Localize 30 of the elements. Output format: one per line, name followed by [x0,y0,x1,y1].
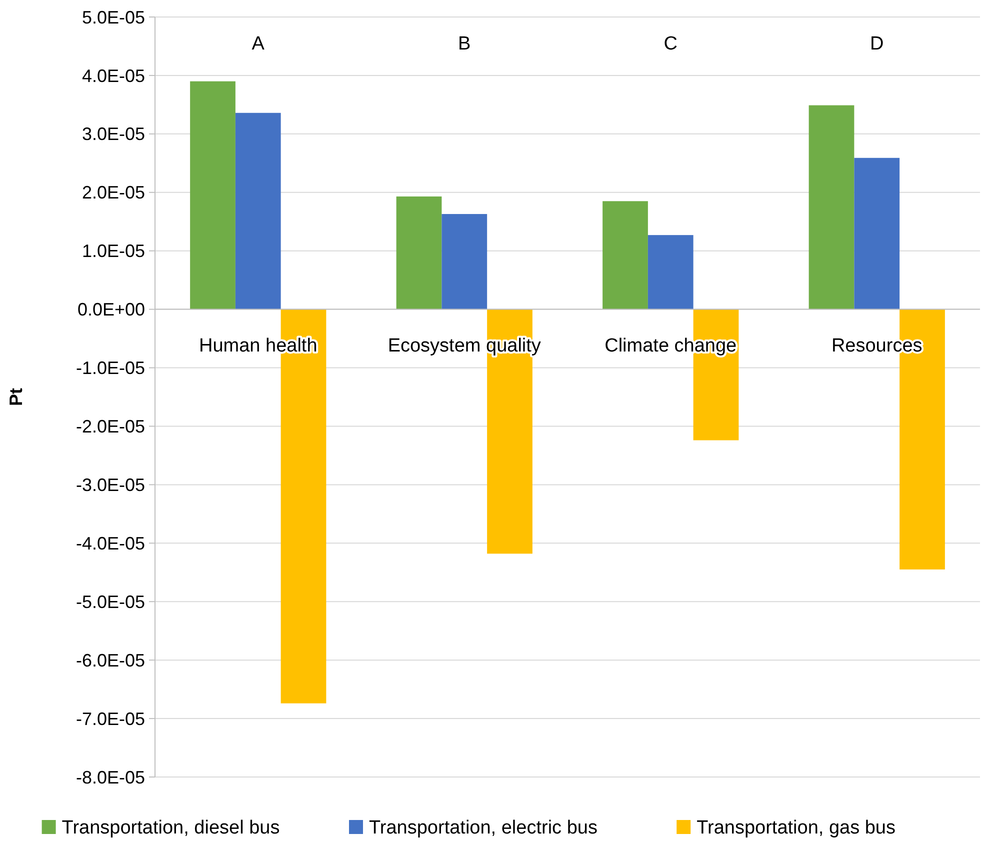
annotation: C [664,34,678,55]
annotation: D [870,34,884,55]
bar [442,214,488,310]
annotation: A [252,34,265,55]
bar [396,196,442,310]
legend-label: Transportation, gas bus [696,818,896,839]
y-tick-label: 0.0E+00 [77,300,145,320]
bar [808,105,854,310]
y-axis-title: Pt [6,388,26,406]
y-tick-label: 3.0E-05 [82,124,145,144]
y-tick-label: -4.0E-05 [76,533,145,554]
y-tick-label: -5.0E-05 [76,592,145,612]
bar [190,81,236,310]
y-tick-label: -8.0E-05 [76,767,145,788]
y-tick-label: -2.0E-05 [76,416,145,437]
y-tick-label: -1.0E-05 [76,358,145,378]
y-tick-label: 2.0E-05 [82,182,145,203]
bar [854,158,900,310]
y-tick-label: -6.0E-05 [76,650,145,670]
legend-label: Transportation, electric bus [369,818,598,839]
y-tick-label: -3.0E-05 [76,474,145,495]
bar [602,201,648,310]
y-tick-label: -7.0E-05 [76,708,145,729]
y-tick-label: 1.0E-05 [82,241,145,262]
y-tick-label: 4.0E-05 [82,66,145,86]
bar [235,112,281,310]
y-tick-label: 5.0E-05 [82,7,145,28]
annotation: B [458,34,471,55]
bar [648,235,694,310]
legend-label: Transportation, diesel bus [62,818,280,839]
